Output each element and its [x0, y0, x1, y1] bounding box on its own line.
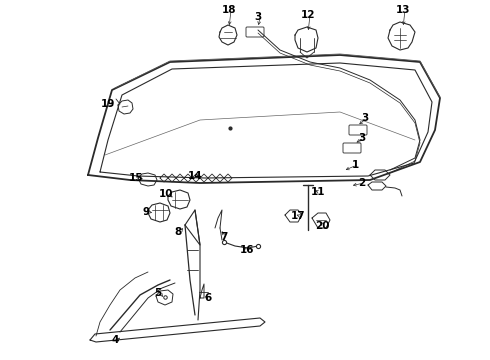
- Text: 12: 12: [301, 10, 315, 20]
- Text: 15: 15: [129, 173, 143, 183]
- Text: 9: 9: [143, 207, 149, 217]
- FancyBboxPatch shape: [349, 125, 367, 135]
- Text: 20: 20: [315, 221, 329, 231]
- Text: 1: 1: [351, 160, 359, 170]
- Text: 18: 18: [222, 5, 236, 15]
- Text: 19: 19: [101, 99, 115, 109]
- Text: 2: 2: [358, 178, 366, 188]
- FancyBboxPatch shape: [246, 27, 264, 37]
- Text: 17: 17: [291, 211, 305, 221]
- Text: 13: 13: [396, 5, 410, 15]
- Text: 10: 10: [159, 189, 173, 199]
- Text: 16: 16: [240, 245, 254, 255]
- FancyBboxPatch shape: [343, 143, 361, 153]
- Text: 3: 3: [254, 12, 262, 22]
- Text: 8: 8: [174, 227, 182, 237]
- Text: 4: 4: [111, 335, 119, 345]
- Text: 3: 3: [362, 113, 368, 123]
- Text: 7: 7: [220, 232, 228, 242]
- Text: 6: 6: [204, 293, 212, 303]
- Text: 11: 11: [311, 187, 325, 197]
- Text: 3: 3: [358, 133, 366, 143]
- Text: 5: 5: [154, 288, 162, 298]
- Text: 14: 14: [188, 171, 202, 181]
